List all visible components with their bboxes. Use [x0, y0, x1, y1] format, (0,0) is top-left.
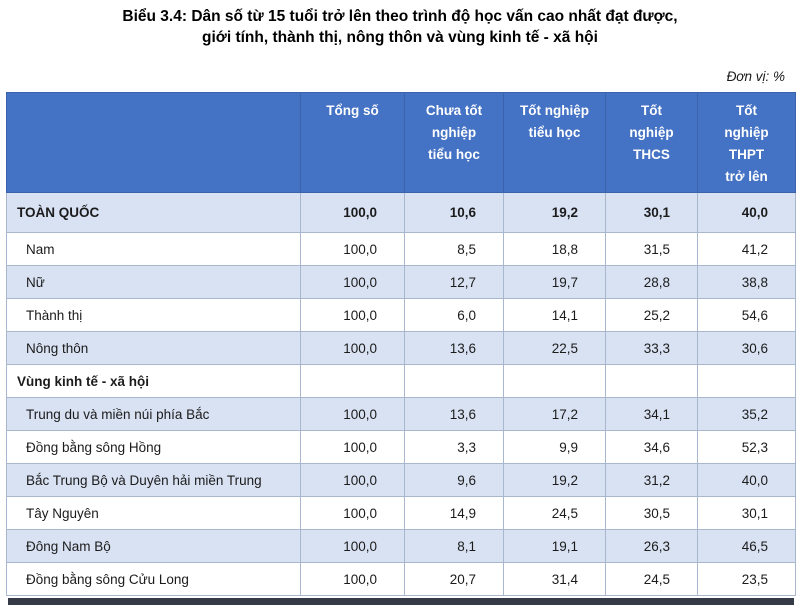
table-title: Biểu 3.4: Dân số từ 15 tuổi trở lên theo…	[0, 0, 800, 48]
row-label: Vùng kinh tế - xã hội	[6, 364, 301, 398]
cell-value: 23,5	[697, 562, 796, 596]
cell-value: 3,3	[404, 430, 504, 464]
cell-value: 34,6	[605, 430, 698, 464]
cell-value: 33,3	[605, 331, 698, 365]
row-label: Tây Nguyên	[6, 496, 301, 530]
cell-value: 40,0	[697, 463, 796, 497]
column-header-labels	[6, 92, 301, 193]
table-row: Nông thôn 100,0 13,6 22,5 33,3 30,6	[6, 331, 796, 365]
cell-value: 19,1	[503, 529, 606, 563]
table-header-row: Tổng số Chưa tốt nghiệp tiểu học Tốt ngh…	[6, 92, 796, 193]
table-title-line1: Biểu 3.4: Dân số từ 15 tuổi trở lên theo…	[122, 8, 678, 25]
cell-value: 31,2	[605, 463, 698, 497]
cell-value: 14,9	[404, 496, 504, 530]
column-header-total: Tổng số	[300, 92, 405, 193]
cell-value: 19,2	[503, 463, 606, 497]
table-body: TOÀN QUỐC 100,0 10,6 19,2 30,1 40,0 Nam 100,0 8,…	[6, 192, 796, 596]
cell-value: 38,8	[697, 265, 796, 299]
cell-value: 30,1	[697, 496, 796, 530]
cell-value: 46,5	[697, 529, 796, 563]
bottom-bar	[8, 598, 794, 605]
row-label: Đồng bằng sông Cửu Long	[6, 562, 301, 596]
column-header-below-primary: Chưa tốt nghiệp tiểu học	[404, 92, 504, 193]
table-row: Trung du và miền núi phía Bắc 100,0 13,6 17…	[6, 397, 796, 431]
cell-value: 100,0	[300, 232, 405, 266]
table-row: Thành thị 100,0 6,0 14,1 25,2 54,6	[6, 298, 796, 332]
cell-value: 52,3	[697, 430, 796, 464]
column-header-primary: Tốt nghiệp tiểu học	[503, 92, 606, 193]
cell-value: 25,2	[605, 298, 698, 332]
cell-value: 100,0	[300, 298, 405, 332]
cell-value: 30,6	[697, 331, 796, 365]
cell-value	[605, 364, 698, 398]
cell-value: 100,0	[300, 331, 405, 365]
cell-value: 8,1	[404, 529, 504, 563]
cell-value: 14,1	[503, 298, 606, 332]
cell-value: 100,0	[300, 463, 405, 497]
cell-value: 54,6	[697, 298, 796, 332]
cell-value: 24,5	[605, 562, 698, 596]
cell-value: 100,0	[300, 265, 405, 299]
row-label: Nữ	[6, 265, 301, 299]
cell-value: 17,2	[503, 397, 606, 431]
cell-value: 41,2	[697, 232, 796, 266]
cell-value: 100,0	[300, 430, 405, 464]
cell-value: 28,8	[605, 265, 698, 299]
cell-value: 8,5	[404, 232, 504, 266]
table-row: Đồng bằng sông Hồng 100,0 3,3 9,9 34,6 52,3	[6, 430, 796, 464]
cell-value	[300, 364, 405, 398]
cell-value	[697, 364, 796, 398]
cell-value: 31,4	[503, 562, 606, 596]
cell-value: 30,1	[605, 192, 698, 233]
cell-value: 40,0	[697, 192, 796, 233]
table-row: Đông Nam Bộ 100,0 8,1 19,1 26,3 46,5	[6, 529, 796, 563]
cell-value: 100,0	[300, 192, 405, 233]
cell-value: 13,6	[404, 397, 504, 431]
cell-value: 13,6	[404, 331, 504, 365]
cell-value: 26,3	[605, 529, 698, 563]
unit-label: Đơn vị: %	[726, 69, 785, 84]
cell-value: 35,2	[697, 397, 796, 431]
table-row: Nữ 100,0 12,7 19,7 28,8 38,8	[6, 265, 796, 299]
cell-value	[404, 364, 504, 398]
row-label: Thành thị	[6, 298, 301, 332]
cell-value: 100,0	[300, 397, 405, 431]
cell-value: 18,8	[503, 232, 606, 266]
table-title-line2: giới tính, thành thị, nông thôn và vùng …	[202, 29, 598, 46]
table-row: Bắc Trung Bộ và Duyên hải miền Trung 100,…	[6, 463, 796, 497]
cell-value: 100,0	[300, 496, 405, 530]
cell-value: 19,7	[503, 265, 606, 299]
statistics-table: Tổng số Chưa tốt nghiệp tiểu học Tốt ngh…	[6, 92, 796, 596]
table-row: Nam 100,0 8,5 18,8 31,5 41,2	[6, 232, 796, 266]
column-header-thcs: Tốt nghiệp THCS	[605, 92, 698, 193]
cell-value	[503, 364, 606, 398]
row-label: Trung du và miền núi phía Bắc	[6, 397, 301, 431]
cell-value: 12,7	[404, 265, 504, 299]
table-row: Tây Nguyên 100,0 14,9 24,5 30,5 30,1	[6, 496, 796, 530]
cell-value: 31,5	[605, 232, 698, 266]
cell-value: 9,9	[503, 430, 606, 464]
cell-value: 100,0	[300, 529, 405, 563]
row-label: TOÀN QUỐC	[6, 192, 301, 233]
cell-value: 34,1	[605, 397, 698, 431]
row-label: Đồng bằng sông Hồng	[6, 430, 301, 464]
table-row: Đồng bằng sông Cửu Long 100,0 20,7 31,4 24,5…	[6, 562, 796, 596]
row-label: Đông Nam Bộ	[6, 529, 301, 563]
cell-value: 30,5	[605, 496, 698, 530]
row-label: Nông thôn	[6, 331, 301, 365]
table-row: Vùng kinh tế - xã hội	[6, 364, 796, 398]
cell-value: 6,0	[404, 298, 504, 332]
cell-value: 22,5	[503, 331, 606, 365]
row-label: Bắc Trung Bộ và Duyên hải miền Trung	[6, 463, 301, 497]
cell-value: 100,0	[300, 562, 405, 596]
table-row: TOÀN QUỐC 100,0 10,6 19,2 30,1 40,0	[6, 192, 796, 233]
cell-value: 20,7	[404, 562, 504, 596]
cell-value: 10,6	[404, 192, 504, 233]
cell-value: 19,2	[503, 192, 606, 233]
cell-value: 24,5	[503, 496, 606, 530]
cell-value: 9,6	[404, 463, 504, 497]
row-label: Nam	[6, 232, 301, 266]
column-header-thpt: Tốt nghiệp THPT trở lên	[697, 92, 796, 193]
